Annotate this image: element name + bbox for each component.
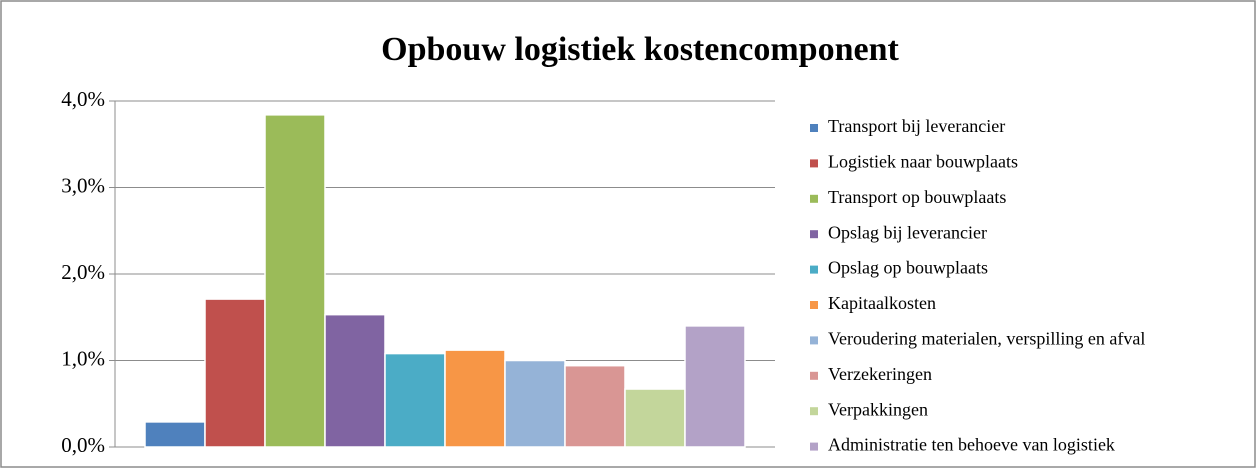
legend-label: Transport op bouwplaats <box>828 187 1006 207</box>
legend-label: Verzekeringen <box>828 364 932 384</box>
bar <box>324 313 386 448</box>
bar <box>624 388 686 448</box>
legend-label: Opslag bij leverancier <box>828 222 987 242</box>
legend-label: Veroudering materialen, verspilling en a… <box>828 329 1145 349</box>
bar <box>684 325 746 448</box>
bar <box>504 359 566 448</box>
bar <box>384 352 446 448</box>
y-tick-label: 4,0% <box>61 87 105 111</box>
y-tick-label: 3,0% <box>61 173 105 197</box>
bar <box>144 421 206 448</box>
y-tick-label: 1,0% <box>61 346 105 370</box>
legend-swatch <box>810 194 818 203</box>
y-tick-label: 2,0% <box>61 260 105 284</box>
legend-swatch <box>810 230 818 239</box>
legend-swatch <box>810 265 818 274</box>
legend-label: Opslag op bouwplaats <box>828 258 988 278</box>
legend-swatch <box>810 407 818 416</box>
legend-swatch <box>810 159 818 168</box>
legend-label: Administratie ten behoeve van logistiek <box>828 435 1115 455</box>
chart-title: Opbouw logistiek kostencomponent <box>381 31 899 68</box>
bar <box>204 298 266 448</box>
legend-swatch <box>810 442 818 451</box>
legend-label: Transport bij leverancier <box>828 116 1005 136</box>
legend-label: Logistiek naar bouwplaats <box>828 152 1018 172</box>
legend-swatch <box>810 336 818 345</box>
legend-swatch <box>810 371 818 380</box>
legend-swatch <box>810 124 818 132</box>
y-tick-label: 0,0% <box>61 433 105 457</box>
legend-swatch <box>810 301 818 309</box>
bar <box>564 364 626 448</box>
legend-label: Verpakkingen <box>828 399 928 419</box>
legend-label: Kapitaalkosten <box>828 293 936 313</box>
bar <box>444 349 506 448</box>
bar <box>264 114 326 448</box>
